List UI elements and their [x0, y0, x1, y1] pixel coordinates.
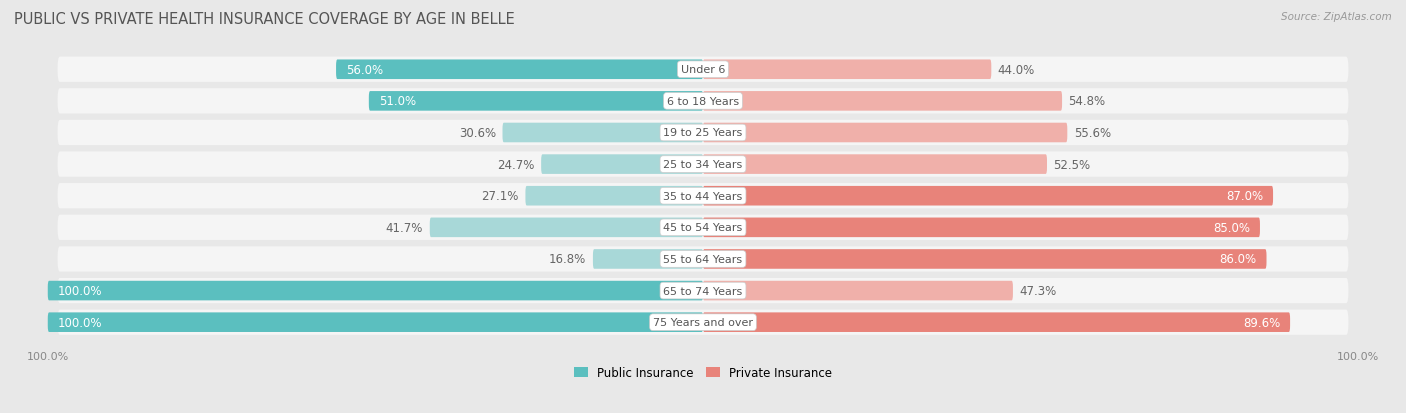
FancyBboxPatch shape — [336, 60, 703, 80]
FancyBboxPatch shape — [703, 60, 991, 80]
FancyBboxPatch shape — [593, 249, 703, 269]
FancyBboxPatch shape — [58, 152, 1348, 177]
FancyBboxPatch shape — [48, 281, 703, 301]
FancyBboxPatch shape — [703, 123, 1067, 143]
Text: 100.0%: 100.0% — [58, 285, 103, 297]
Text: 45 to 54 Years: 45 to 54 Years — [664, 223, 742, 233]
FancyBboxPatch shape — [58, 247, 1348, 272]
FancyBboxPatch shape — [703, 186, 1272, 206]
FancyBboxPatch shape — [58, 57, 1348, 83]
FancyBboxPatch shape — [58, 278, 1348, 304]
FancyBboxPatch shape — [58, 310, 1348, 335]
FancyBboxPatch shape — [58, 121, 1348, 146]
FancyBboxPatch shape — [703, 249, 1267, 269]
Text: 55 to 64 Years: 55 to 64 Years — [664, 254, 742, 264]
FancyBboxPatch shape — [48, 313, 703, 332]
FancyBboxPatch shape — [430, 218, 703, 237]
Text: 55.6%: 55.6% — [1074, 127, 1111, 140]
Text: 85.0%: 85.0% — [1213, 221, 1250, 234]
FancyBboxPatch shape — [526, 186, 703, 206]
FancyBboxPatch shape — [58, 215, 1348, 240]
FancyBboxPatch shape — [541, 155, 703, 174]
FancyBboxPatch shape — [703, 155, 1047, 174]
Text: PUBLIC VS PRIVATE HEALTH INSURANCE COVERAGE BY AGE IN BELLE: PUBLIC VS PRIVATE HEALTH INSURANCE COVER… — [14, 12, 515, 27]
Text: 24.7%: 24.7% — [498, 158, 534, 171]
Text: 51.0%: 51.0% — [378, 95, 416, 108]
Text: 86.0%: 86.0% — [1219, 253, 1257, 266]
Text: 65 to 74 Years: 65 to 74 Years — [664, 286, 742, 296]
Text: 30.6%: 30.6% — [458, 127, 496, 140]
FancyBboxPatch shape — [703, 218, 1260, 237]
FancyBboxPatch shape — [58, 89, 1348, 114]
Text: 54.8%: 54.8% — [1069, 95, 1105, 108]
FancyBboxPatch shape — [368, 92, 703, 112]
FancyBboxPatch shape — [502, 123, 703, 143]
Text: 19 to 25 Years: 19 to 25 Years — [664, 128, 742, 138]
Text: 16.8%: 16.8% — [550, 253, 586, 266]
Text: 25 to 34 Years: 25 to 34 Years — [664, 160, 742, 170]
FancyBboxPatch shape — [703, 313, 1291, 332]
Text: 47.3%: 47.3% — [1019, 285, 1057, 297]
Text: 52.5%: 52.5% — [1053, 158, 1091, 171]
Text: 100.0%: 100.0% — [58, 316, 103, 329]
Text: 27.1%: 27.1% — [481, 190, 519, 203]
Text: 44.0%: 44.0% — [998, 64, 1035, 76]
Text: 35 to 44 Years: 35 to 44 Years — [664, 191, 742, 201]
Text: 89.6%: 89.6% — [1243, 316, 1281, 329]
FancyBboxPatch shape — [58, 184, 1348, 209]
Text: Under 6: Under 6 — [681, 65, 725, 75]
Legend: Public Insurance, Private Insurance: Public Insurance, Private Insurance — [574, 366, 832, 379]
Text: 87.0%: 87.0% — [1226, 190, 1263, 203]
FancyBboxPatch shape — [703, 281, 1012, 301]
Text: 6 to 18 Years: 6 to 18 Years — [666, 97, 740, 107]
Text: 56.0%: 56.0% — [346, 64, 382, 76]
Text: 75 Years and over: 75 Years and over — [652, 318, 754, 328]
Text: Source: ZipAtlas.com: Source: ZipAtlas.com — [1281, 12, 1392, 22]
FancyBboxPatch shape — [703, 92, 1062, 112]
Text: 41.7%: 41.7% — [385, 221, 423, 234]
